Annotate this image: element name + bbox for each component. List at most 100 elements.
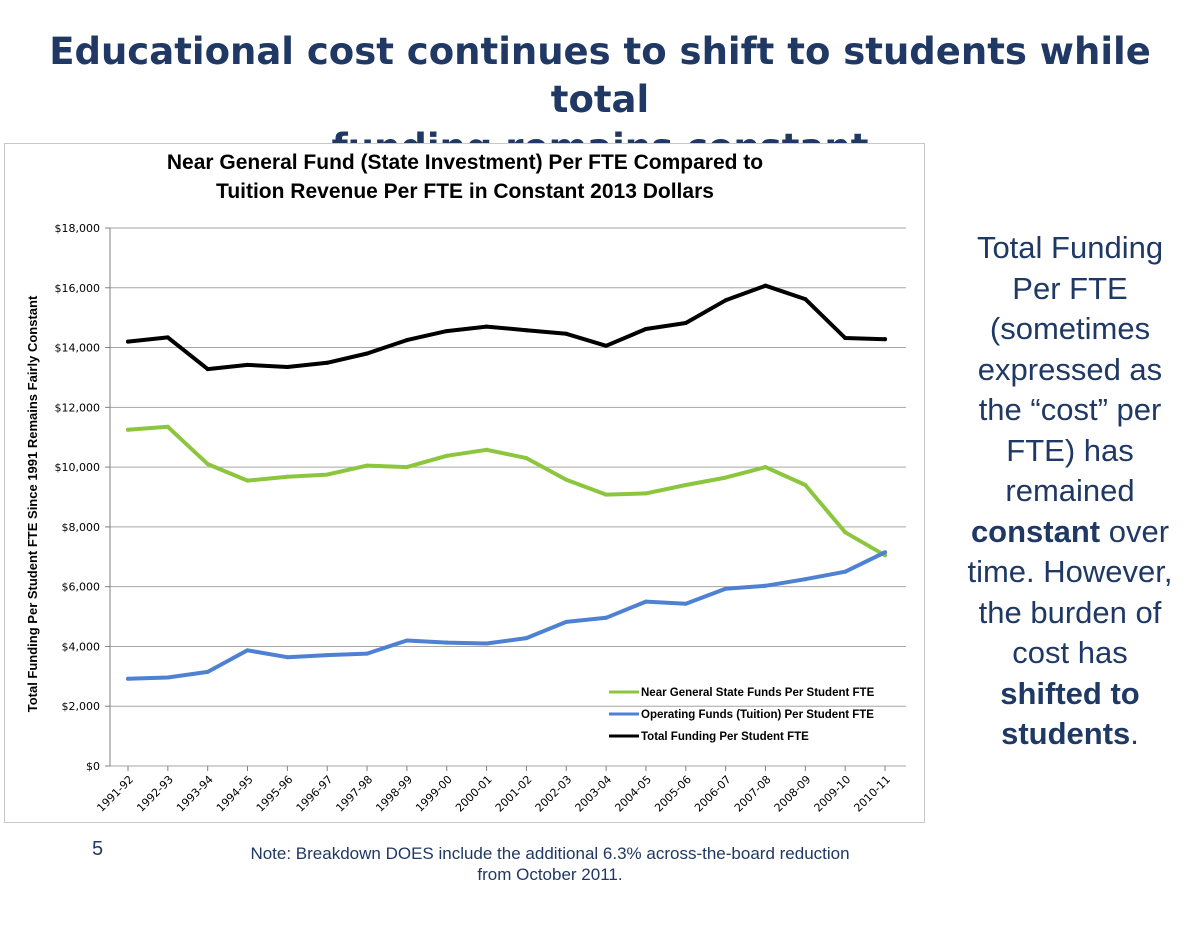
data-point xyxy=(165,424,170,429)
side-text-line: (sometimes xyxy=(950,309,1190,350)
data-point xyxy=(444,453,449,458)
y-tick-label: $6,000 xyxy=(62,581,101,594)
legend: Near General State Funds Per Student FTE… xyxy=(609,687,875,743)
side-text-run: the “cost” per xyxy=(978,392,1162,427)
x-tick-label: 2000-01 xyxy=(453,773,495,815)
data-point xyxy=(643,599,648,604)
side-text-run: the burden of xyxy=(978,594,1162,630)
side-text-bold-run: students xyxy=(1001,716,1131,751)
side-text-line: students. xyxy=(950,714,1190,755)
series-line-3 xyxy=(126,283,887,372)
data-point xyxy=(484,447,489,452)
data-point xyxy=(723,475,728,480)
data-point xyxy=(365,351,370,356)
side-text-run: Total Funding xyxy=(976,230,1164,265)
y-tick-label: $2,000 xyxy=(62,700,101,713)
chart-container: Near General Fund (State Investment) Per… xyxy=(4,143,925,823)
y-axis-label: Total Funding Per Student FTE Since 1991… xyxy=(25,295,40,712)
side-text-run: Per FTE xyxy=(1012,270,1128,306)
data-point xyxy=(604,615,609,620)
slide-title-line-1: Educational cost continues to shift to s… xyxy=(49,30,1151,121)
footnote: Note: Breakdown DOES include the additio… xyxy=(170,843,930,885)
data-point xyxy=(285,364,290,369)
data-point xyxy=(126,427,130,432)
data-point xyxy=(883,337,887,342)
data-point xyxy=(843,530,848,535)
data-point xyxy=(484,641,489,646)
y-tick-label: $16,000 xyxy=(55,282,101,295)
side-text-line: remained xyxy=(950,471,1190,512)
data-point xyxy=(245,648,250,653)
x-tick-label: 1996-97 xyxy=(294,773,336,815)
legend-label: Total Funding Per Student FTE xyxy=(641,731,809,743)
data-point xyxy=(564,331,569,336)
series-line-2 xyxy=(126,550,887,681)
x-tick-label: 1994-95 xyxy=(214,773,256,815)
footnote-line-1: Note: Breakdown DOES include the additio… xyxy=(250,844,850,863)
side-text-line: the burden of xyxy=(950,593,1190,634)
x-tick-label: 1999-00 xyxy=(413,773,455,815)
slide-number: 5 xyxy=(92,838,104,860)
side-text-line: the “cost” per xyxy=(950,390,1190,431)
y-tick-label: $4,000 xyxy=(62,640,101,653)
x-tick-label: 1995-96 xyxy=(254,773,296,815)
side-text-line: cost has xyxy=(950,633,1190,674)
data-point xyxy=(325,653,330,658)
chart-title-line-1: Near General Fund (State Investment) Per… xyxy=(167,151,763,174)
side-text-bold-run: constant xyxy=(970,513,1101,549)
data-point xyxy=(843,335,848,340)
y-tick-label: $10,000 xyxy=(55,461,101,474)
series-lines xyxy=(126,283,887,681)
side-text-run: remained xyxy=(1005,473,1135,508)
x-tick-label: 1998-99 xyxy=(373,773,415,815)
data-point xyxy=(723,586,728,591)
data-point xyxy=(803,483,808,488)
side-commentary: Total Funding Per FTE (sometimes expressed … xyxy=(950,228,1190,755)
data-point xyxy=(444,329,449,334)
y-tick-label: $12,000 xyxy=(55,401,101,414)
data-point xyxy=(205,462,210,467)
y-tick-label: $14,000 xyxy=(55,342,101,355)
data-point xyxy=(444,640,449,645)
data-point xyxy=(404,465,409,470)
data-point xyxy=(404,638,409,643)
y-tick-label: $8,000 xyxy=(62,521,101,534)
side-text-line: expressed as xyxy=(950,350,1190,391)
data-point xyxy=(524,456,529,461)
data-point xyxy=(524,636,529,641)
data-point xyxy=(524,328,529,333)
y-tick-label: $0 xyxy=(86,760,100,773)
side-text-run: expressed as xyxy=(977,351,1163,387)
data-point xyxy=(404,338,409,343)
x-tick-label: 2001-02 xyxy=(493,773,535,815)
data-point xyxy=(763,465,768,470)
data-point xyxy=(285,474,290,479)
x-tick-label: 1991-92 xyxy=(94,773,136,815)
side-text-line: time. However, xyxy=(950,552,1190,593)
data-point xyxy=(803,297,808,302)
footnote-line-2: from October 2011. xyxy=(477,865,623,884)
side-text-bold-run: shifted to xyxy=(1000,675,1140,711)
legend-label: Near General State Funds Per Student FTE xyxy=(641,687,875,699)
x-axis-ticks: 1991-921992-931993-941994-951995-961996-… xyxy=(94,766,893,815)
chart-title-line-2: Tuition Revenue Per FTE in Constant 2013… xyxy=(216,180,714,203)
data-point xyxy=(604,343,609,348)
side-text-line: shifted to xyxy=(950,674,1190,715)
gridlines xyxy=(109,227,906,767)
data-point xyxy=(843,569,848,574)
series-line-1 xyxy=(126,424,887,558)
data-point xyxy=(165,335,170,340)
side-text-line: constant over xyxy=(950,512,1190,553)
x-tick-label: 2005-06 xyxy=(652,773,694,815)
data-point xyxy=(365,463,370,468)
data-point xyxy=(126,676,130,681)
x-tick-label: 2006-07 xyxy=(692,773,734,815)
side-text-line: Per FTE xyxy=(950,269,1190,310)
data-point xyxy=(126,339,130,344)
data-point xyxy=(763,583,768,588)
x-tick-label: 1992-93 xyxy=(134,773,176,815)
side-text-run: over xyxy=(1100,513,1170,549)
x-tick-label: 2002-03 xyxy=(533,773,575,815)
side-text-line: Total Funding xyxy=(950,228,1190,269)
side-text-run: (sometimes xyxy=(989,311,1151,346)
